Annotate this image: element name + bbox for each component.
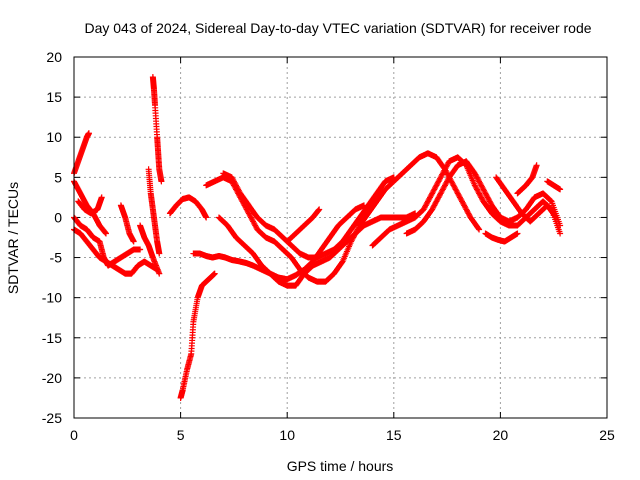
series-sat-n (215, 210, 419, 289)
series-sat-f (117, 202, 137, 245)
y-tick-label: 15 (46, 89, 62, 105)
data-point (156, 270, 163, 277)
series-sat-p (284, 206, 323, 245)
series-sat-c (71, 226, 161, 277)
data-point (158, 178, 165, 185)
data-point (211, 270, 218, 277)
series-sat-v (544, 178, 564, 193)
x-tick-label: 5 (177, 427, 185, 443)
series-sat-s (482, 230, 521, 245)
data-point (552, 214, 559, 221)
series-sat-r (403, 158, 564, 237)
y-tick-label: -10 (42, 290, 62, 306)
data-point (476, 226, 483, 233)
data-point (552, 213, 559, 220)
x-tick-label: 25 (599, 427, 615, 443)
chart-title: Day 043 of 2024, Sidereal Day-to-day VTE… (84, 20, 591, 36)
y-tick-label: 5 (54, 169, 62, 185)
data-point (130, 238, 137, 245)
y-tick-label: 20 (46, 49, 62, 65)
data-point (85, 130, 92, 137)
data-point (514, 230, 521, 237)
y-tick-label: -5 (50, 250, 63, 266)
y-tick-label: -20 (42, 370, 62, 386)
series-sat-d (71, 214, 144, 269)
y-tick-label: 10 (46, 129, 62, 145)
series-sat-b (71, 178, 109, 237)
series-sat-h (145, 166, 163, 257)
data-point (203, 214, 210, 221)
x-axis-label: GPS time / hours (287, 458, 394, 474)
x-tick-label: 15 (386, 427, 402, 443)
series-sat-i (149, 74, 165, 185)
data-point (156, 250, 163, 257)
series-sat-u (514, 162, 540, 197)
series-sat-e (75, 194, 105, 217)
axis-ticks: 0 5 10 15 20 25 -25 -20 -15 -10 -5 0 5 10 15 20 (42, 49, 615, 443)
y-tick-label: -25 (42, 410, 62, 426)
data-point (557, 222, 564, 229)
series-sat-o (220, 170, 397, 261)
data-point (98, 194, 105, 201)
series-sat-k (177, 270, 218, 401)
data-point (316, 206, 323, 213)
y-axis-label: SDTVAR / TECUs (5, 182, 21, 294)
data-point (390, 174, 397, 181)
plot-frame (73, 56, 608, 419)
data-point (533, 162, 540, 169)
data-point (475, 225, 482, 232)
data-point (557, 230, 564, 237)
series-sat-a (71, 130, 92, 177)
y-tick-label: -15 (42, 330, 62, 346)
x-tick-label: 0 (70, 427, 78, 443)
data-point (137, 246, 144, 253)
data-points (71, 74, 564, 401)
series-sat-t (493, 174, 559, 225)
data-point (102, 230, 109, 237)
x-tick-label: 20 (493, 427, 509, 443)
x-tick-label: 10 (279, 427, 295, 443)
series-sat-g (137, 222, 163, 277)
y-tick-label: 0 (54, 209, 62, 225)
series-sat-j (166, 194, 210, 221)
data-point (557, 186, 564, 193)
grid-lines (74, 57, 607, 418)
